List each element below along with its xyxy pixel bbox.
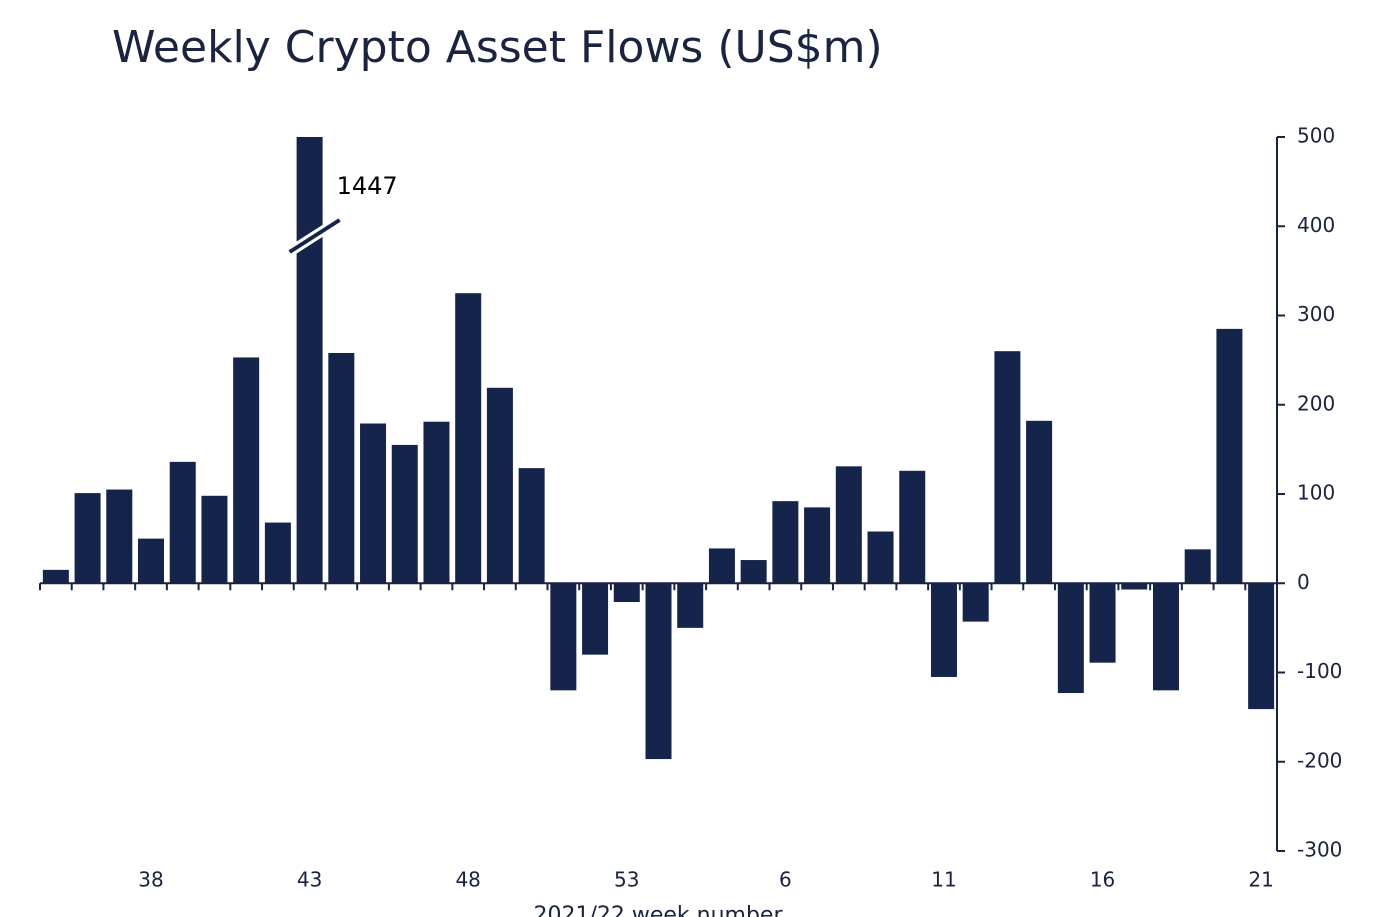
bar bbox=[994, 351, 1021, 584]
bar bbox=[677, 583, 704, 628]
bar bbox=[360, 423, 387, 584]
bar bbox=[74, 493, 101, 584]
bar bbox=[867, 531, 894, 584]
bar bbox=[138, 538, 165, 584]
bar bbox=[1184, 549, 1211, 584]
bar bbox=[1152, 583, 1179, 691]
y-tick-label: 100 bbox=[1297, 481, 1335, 505]
bar bbox=[835, 466, 862, 584]
bar bbox=[1216, 328, 1243, 584]
x-tick-label: 43 bbox=[297, 868, 322, 892]
chart-title: Weekly Crypto Asset Flows (US$m) bbox=[112, 22, 883, 73]
bar bbox=[455, 293, 482, 584]
bar bbox=[645, 583, 672, 760]
bar bbox=[708, 548, 735, 584]
y-tick-label: -200 bbox=[1297, 748, 1342, 772]
bar bbox=[930, 583, 957, 677]
axis-break-line bbox=[288, 218, 341, 254]
bar bbox=[740, 560, 767, 584]
bar bbox=[201, 495, 228, 584]
bar bbox=[1089, 583, 1116, 663]
x-tick-label: 48 bbox=[455, 868, 480, 892]
data-label: 1447 bbox=[337, 172, 398, 200]
bar bbox=[899, 470, 926, 584]
bar bbox=[486, 387, 513, 584]
bar bbox=[1248, 583, 1275, 710]
x-tick-label: 38 bbox=[138, 868, 163, 892]
y-tick-label: -100 bbox=[1297, 659, 1342, 683]
bar bbox=[804, 507, 831, 584]
bar bbox=[1026, 420, 1053, 584]
y-tick-label: 500 bbox=[1297, 124, 1335, 148]
bar bbox=[1057, 583, 1084, 694]
bar bbox=[296, 137, 323, 584]
x-axis-label: 2021/22 week number bbox=[533, 903, 783, 917]
bar bbox=[391, 444, 418, 584]
x-tick-label: 16 bbox=[1090, 868, 1115, 892]
y-tick-label: 300 bbox=[1297, 302, 1335, 326]
y-tick-label: 400 bbox=[1297, 213, 1335, 237]
x-tick-label: 6 bbox=[779, 868, 792, 892]
bar bbox=[106, 489, 133, 584]
y-tick-label: 200 bbox=[1297, 391, 1335, 415]
bar bbox=[962, 583, 989, 622]
bar bbox=[1121, 583, 1148, 590]
x-tick-label: 11 bbox=[931, 868, 956, 892]
x-tick-label: 53 bbox=[614, 868, 639, 892]
bar bbox=[233, 357, 260, 584]
bar bbox=[169, 461, 196, 584]
bar bbox=[264, 522, 291, 584]
y-tick-label: -300 bbox=[1297, 838, 1342, 862]
bar bbox=[772, 501, 799, 584]
bar bbox=[423, 421, 450, 584]
x-tick-label: 21 bbox=[1248, 868, 1273, 892]
bar bbox=[518, 468, 545, 584]
bar bbox=[582, 583, 609, 655]
bar bbox=[613, 583, 640, 602]
bar bbox=[550, 583, 577, 691]
bar bbox=[42, 569, 69, 584]
y-tick-label: 0 bbox=[1297, 570, 1310, 594]
bar bbox=[328, 352, 355, 584]
